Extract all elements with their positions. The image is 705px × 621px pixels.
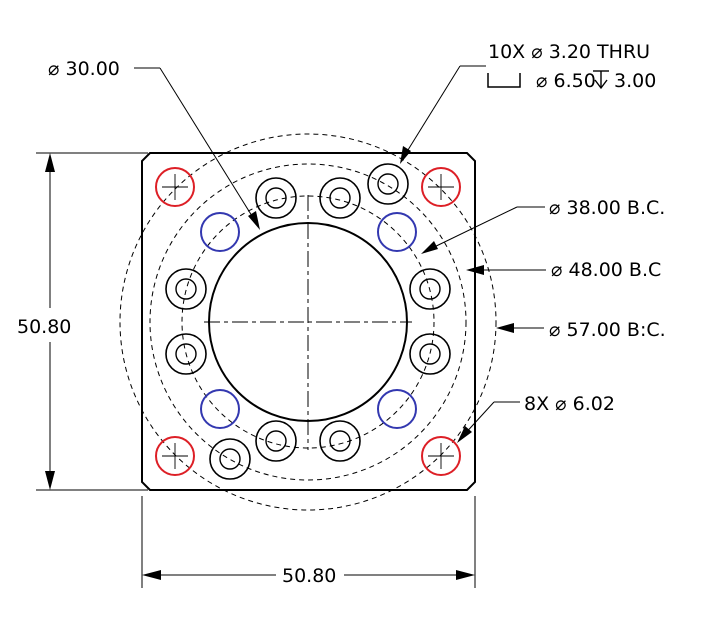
counterbored-hole xyxy=(367,163,409,205)
blue-hole xyxy=(377,389,417,429)
counterbored-hole xyxy=(255,420,297,462)
holes8x-label: 8X ⌀ 6.02 xyxy=(524,393,615,415)
bc48-leader-arrow xyxy=(466,265,484,275)
counterbored-hole xyxy=(319,420,361,462)
counterbored-hole xyxy=(319,177,361,219)
cbore-depth-label: 3.00 xyxy=(614,70,656,92)
width-arrow-left xyxy=(142,570,161,580)
height-arrow-bottom xyxy=(45,471,55,490)
thru-leader xyxy=(402,65,461,159)
bore-dia-label: ⌀ 30.00 xyxy=(48,58,120,80)
bolt-circle-48 xyxy=(149,163,467,481)
holes8x-leader-arrow xyxy=(457,426,472,443)
blue-holes xyxy=(200,212,417,429)
depth-symbol xyxy=(593,70,609,90)
thru-note-label: 10X ⌀ 3.20 THRU xyxy=(488,41,650,63)
cbore-symbol xyxy=(487,73,521,88)
counterbored-hole xyxy=(165,268,207,310)
red-corner-holes xyxy=(155,167,461,476)
red-corner-hole xyxy=(421,436,461,476)
red-corner-hole xyxy=(155,167,195,207)
red-corner-hole xyxy=(421,167,461,207)
bc38-leader xyxy=(427,206,518,251)
width-dim-text: 50.80 xyxy=(282,565,336,587)
bore-leader-arrow xyxy=(248,211,260,230)
height-arrow-top xyxy=(45,153,55,172)
bc38-leader-arrow xyxy=(421,241,438,254)
plate-outline xyxy=(141,152,476,491)
red-corner-hole xyxy=(155,436,195,476)
blue-hole xyxy=(200,389,240,429)
cbore-note-label: ⌀ 6.50 xyxy=(536,70,596,92)
blue-hole xyxy=(377,212,417,252)
height-dim-text: 50.80 xyxy=(17,316,71,338)
width-arrow-right xyxy=(456,570,475,580)
bc48-label: ⌀ 48.00 B.C xyxy=(551,259,661,281)
counterbored-hole xyxy=(409,333,451,375)
bore-leader xyxy=(159,67,258,225)
bc57-label: ⌀ 57.00 B:C. xyxy=(549,319,666,341)
bc38-label: ⌀ 38.00 B.C. xyxy=(549,197,665,219)
bolt-circle-38 xyxy=(181,195,435,449)
counterbored-hole xyxy=(409,268,451,310)
counterbored-hole xyxy=(165,333,207,375)
thru-leader-arrow xyxy=(400,146,411,164)
bc57-leader-arrow xyxy=(496,323,514,333)
bolt-circle-57 xyxy=(119,133,497,511)
counterbored-hole xyxy=(255,177,297,219)
blue-hole xyxy=(200,212,240,252)
counterbored-hole xyxy=(209,438,251,480)
counterbored-holes xyxy=(165,163,451,480)
